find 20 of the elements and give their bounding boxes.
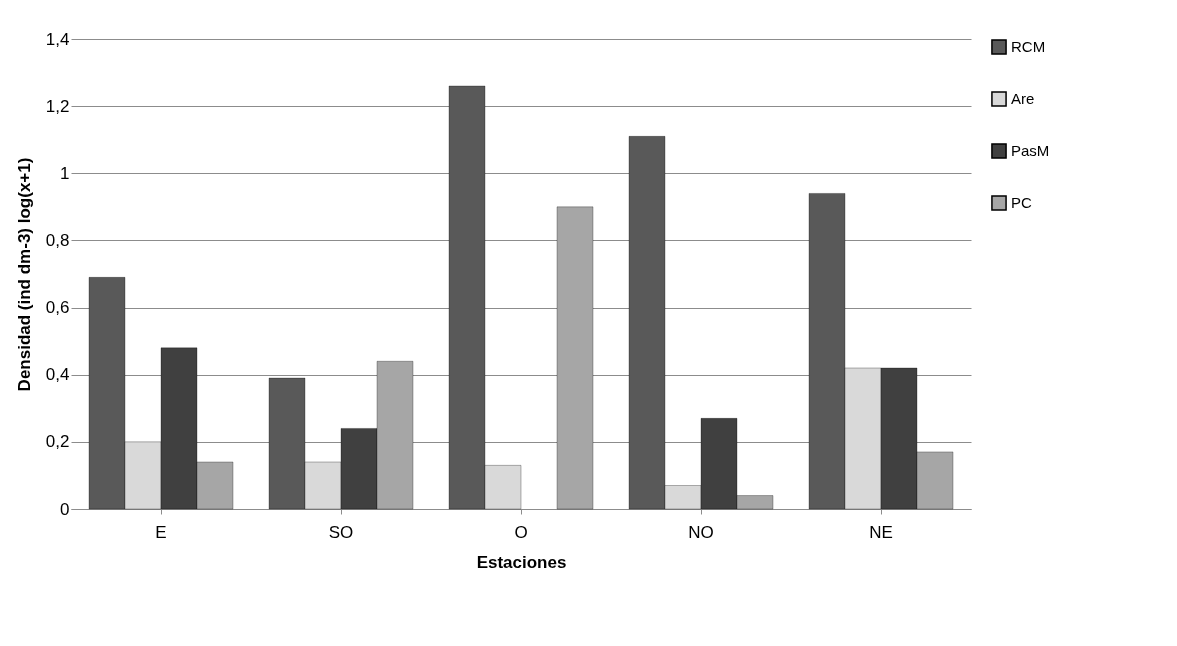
y-axis-title: Densidad (ind dm-3) log(x+1) bbox=[14, 157, 34, 392]
y-tick-label: 0,6 bbox=[45, 298, 70, 318]
y-tick-label: 1,4 bbox=[45, 29, 70, 49]
y-tick-label: 0,2 bbox=[45, 432, 70, 452]
y-tick-label: 1 bbox=[60, 163, 70, 183]
x-tick-label: SO bbox=[328, 522, 354, 542]
legend-label: RCM bbox=[1011, 38, 1046, 55]
y-tick-label: 0,4 bbox=[45, 365, 70, 385]
legend-label: PC bbox=[1011, 194, 1032, 211]
x-tick-label: NE bbox=[869, 522, 893, 542]
y-tick-label: 0 bbox=[60, 499, 70, 519]
bar bbox=[556, 206, 594, 510]
x-tick-label: E bbox=[155, 522, 167, 542]
legend-label: PasM bbox=[1011, 142, 1050, 159]
x-tick-label: NO bbox=[688, 522, 714, 542]
legend-label: Are bbox=[1011, 90, 1035, 107]
y-tick-label: 0,8 bbox=[45, 230, 70, 250]
x-axis-title: Estaciones bbox=[476, 552, 567, 572]
x-tick-label: O bbox=[514, 522, 528, 542]
y-tick-label: 1,2 bbox=[45, 96, 70, 116]
